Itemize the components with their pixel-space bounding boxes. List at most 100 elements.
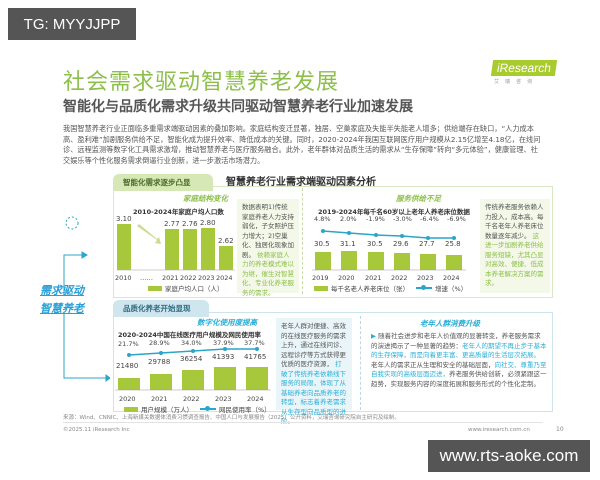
subhead-supply-shortage: 服务供给不足 <box>396 194 441 203</box>
chart2-title: 2019-2024年每千名60岁以上老年人养老床位数据 <box>318 208 470 216</box>
legend-line-label: 增速（%） <box>435 285 468 293</box>
svg-text:41393: 41393 <box>212 353 234 361</box>
footer-url[interactable]: www.iresearch.com.cn <box>468 427 530 433</box>
side-arrow-icon <box>63 216 88 295</box>
svg-text:29.6: 29.6 <box>393 240 409 248</box>
note-elderly-consumption: ▶ 随着社会进步和老年人价值观的显著转变，养老服务需求的演进揭示了一种显著的趋势… <box>366 328 552 410</box>
logo-subtext: 艾瑞咨询 <box>494 79 539 85</box>
legend-line-swatch <box>416 285 432 290</box>
svg-text:37.9%: 37.9% <box>213 339 234 347</box>
side-arrow-bottom-icon <box>63 312 110 382</box>
svg-text:2.0%: 2.0% <box>340 215 357 223</box>
svg-text:-6.9%: -6.9% <box>447 215 466 223</box>
bullet-icon: ▶ <box>371 332 376 340</box>
chart-elderly-beds: 4.8% 2.0% -1.9% -3.0% -6.4% -6.9% 30.5 3… <box>312 215 466 282</box>
chart-online-medical-users: 21.7% 28.9% 34.0% 37.9% 37.7% 21480 2978… <box>115 339 271 403</box>
chart2-legend: 每千名老人养老床位（张） 增速（%） <box>314 283 467 293</box>
side-label-smart-care: 智慧养老 <box>40 302 84 315</box>
chart3-title: 2020-2024中国在线医疗用户规模及网民使用率 <box>118 331 261 339</box>
divider <box>360 316 361 410</box>
tab-quality-care: 品质化养老开始显现 <box>113 300 209 317</box>
note-text: 老年人群对便捷、高效的在线医疗服务的需求上升，通过在线问诊、远程诊疗等方式获得更… <box>281 322 346 368</box>
note-highlight: 老年人的期望不再止步于基本的生存保障，而是向着更丰富、更高质量的生活层次拓展。 <box>371 341 547 360</box>
section-title: 智慧养老行业需求端驱动因素分析 <box>226 177 376 188</box>
note-text: 传统养老服务依赖人力投入，成本高。每千名老年人养老床位数量逐年减少。 <box>485 203 544 240</box>
legend-bar-swatch <box>148 285 162 291</box>
chart1-title: 2010-2024年家庭户均人口数 <box>133 208 224 216</box>
svg-text:28.9%: 28.9% <box>149 339 170 347</box>
tg-badge: TG: MYYJJPP <box>8 8 136 40</box>
chart1-legend: 家庭户均人口（人） <box>148 283 224 293</box>
svg-text:-6.4%: -6.4% <box>420 215 439 223</box>
footer-divider <box>63 422 543 423</box>
chart-household-size: 3.10 2.77 2.76 2.80 2.62 2010 …… 2021 20… <box>115 215 235 282</box>
divider <box>302 188 303 294</box>
footer-source: 来源：Wind、CNNIC、上海新媒关数据体消费习惯调查报告、中国人口与发展报告… <box>63 415 400 421</box>
note-text: 老年人的需求正从生理和安全的基础层面， <box>371 360 495 369</box>
svg-text:37.7%: 37.7% <box>244 339 265 347</box>
svg-text:2.77: 2.77 <box>164 220 180 228</box>
note-digital-usage: 老年人群对便捷、高效的在线医疗服务的需求上升，通过在线问诊、远程诊疗等方式获得更… <box>276 318 352 425</box>
svg-text:-1.9%: -1.9% <box>366 215 385 223</box>
svg-text:34.0%: 34.0% <box>181 339 202 347</box>
chart3-legend: 用户规模（万人） 网民使用率（%） <box>124 404 271 414</box>
svg-text:41765: 41765 <box>244 353 266 361</box>
page-subtitle: 智能化与品质化需求升级共同驱动智慧养老行业加速发展 <box>63 99 413 115</box>
svg-text:2022: 2022 <box>180 274 197 282</box>
side-label-demand: 需求驱动 <box>40 284 84 297</box>
svg-text:2.80: 2.80 <box>200 219 216 227</box>
subhead-elderly-consumption: 老年人群消费升级 <box>420 319 480 328</box>
note-highlight: 打破了传统养老依赖线下服务的局限，体现了从基础养老向品质养老的转型，标志着养老需… <box>281 360 346 425</box>
page-title: 社会需求驱动智慧养老发展 <box>63 70 340 95</box>
svg-text:4.8%: 4.8% <box>314 215 331 223</box>
svg-text:21480: 21480 <box>116 362 138 370</box>
svg-text:27.7: 27.7 <box>419 240 435 248</box>
legend-label: 家庭户均人口（人） <box>165 285 224 293</box>
iresearch-logo: iResearch 艾瑞咨询 <box>490 57 558 85</box>
svg-text:2021: 2021 <box>162 274 179 282</box>
legend-bar-label: 用户规模（万人） <box>141 406 193 414</box>
note-highlight: 依赖家庭人力的养老模式难以为继，催生对智慧化、专业化养老服务的需求。 <box>242 250 294 297</box>
note-family-structure: 数据表明1)传统家庭养老人力支持弱化，子女照护压力增大；2)空巢化、独居化现象加… <box>237 199 299 297</box>
legend-line-swatch <box>200 406 216 411</box>
svg-text:2021: 2021 <box>365 274 382 282</box>
svg-text:2024: 2024 <box>443 274 460 282</box>
legend-bar-swatch <box>314 285 328 291</box>
svg-text:21.7%: 21.7% <box>118 340 139 348</box>
svg-text:2023: 2023 <box>198 274 215 282</box>
footer-copyright: ©2025.11 iResearch Inc <box>63 427 130 433</box>
note-highlight: 向社交、尊重乃至自我实现的高级层面迈进， <box>371 360 547 379</box>
svg-text:2020: 2020 <box>119 395 136 403</box>
svg-text:30.5: 30.5 <box>314 240 330 248</box>
svg-text:29788: 29788 <box>148 358 170 366</box>
note-supply-shortage: 传统养老服务依赖人力投入，成本高。每千名老年人养老床位数量逐年减少。 这进一步加… <box>480 199 550 293</box>
svg-text:25.8: 25.8 <box>445 240 461 248</box>
note-highlight: 这进一步加剧养老供给服务短缺，尤其凸显对高效、便捷、低成本养老解决方案的需求。 <box>485 231 544 288</box>
legend-bar-label: 每千名老人养老床位（张） <box>331 285 409 293</box>
svg-text:2019: 2019 <box>312 274 329 282</box>
legend-line-label: 网民使用率（%） <box>219 406 271 414</box>
tab-intelligent-demand: 智能化需求逐步凸显 <box>113 174 213 191</box>
svg-text:2023: 2023 <box>417 274 434 282</box>
svg-text:2024: 2024 <box>216 274 233 282</box>
svg-text:3.10: 3.10 <box>116 215 132 223</box>
svg-text:……: …… <box>140 274 153 282</box>
watermark-badge: www.rts-aoke.com <box>428 440 590 472</box>
svg-text:2.62: 2.62 <box>218 237 234 245</box>
svg-text:30.5: 30.5 <box>367 240 383 248</box>
svg-text:2021: 2021 <box>151 395 168 403</box>
svg-text:-3.0%: -3.0% <box>393 215 412 223</box>
svg-text:2024: 2024 <box>247 395 264 403</box>
note-text: 养老服务供给创新，必须紧跟这一趋势，实现服务内容的深度拓展和服务形式的个性化定制… <box>371 370 547 388</box>
svg-text:2022: 2022 <box>391 274 408 282</box>
logo-text: iResearch <box>490 60 558 76</box>
svg-text:2022: 2022 <box>183 395 200 403</box>
page-number: 10 <box>556 426 564 433</box>
svg-text:2023: 2023 <box>215 395 232 403</box>
subhead-digital-usage: 数字化使用度提高 <box>197 318 257 327</box>
svg-text:2010: 2010 <box>115 274 132 282</box>
svg-text:31.1: 31.1 <box>340 240 356 248</box>
legend-bar-swatch <box>124 406 138 412</box>
intro-paragraph: 我国智慧养老行业正面临多重需求端驱动因素的叠加影响。家庭结构变迁显著，独居、空巢… <box>63 124 541 165</box>
note-text: 数据表明1)传统家庭养老人力支持弱化，子女照护压力增大；2)空巢化、独居化现象加… <box>242 203 294 259</box>
